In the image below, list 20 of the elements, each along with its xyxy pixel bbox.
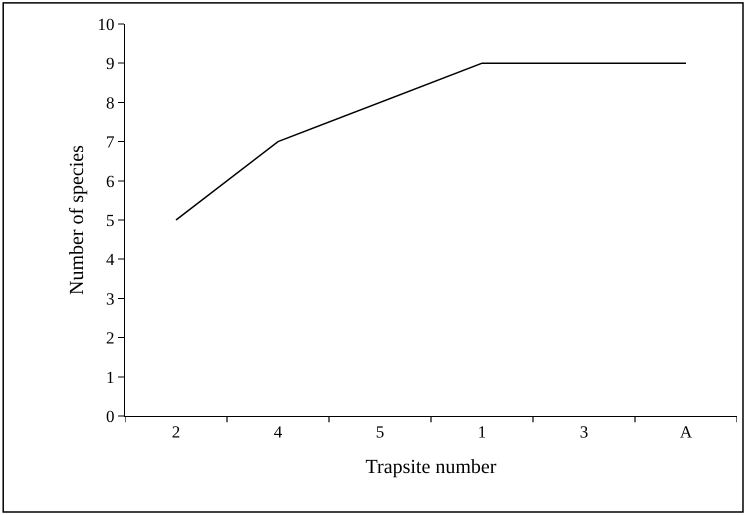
x-tick-label: 1 — [478, 422, 486, 442]
x-tick-label: 3 — [580, 422, 588, 442]
y-tick-label: 8 — [106, 93, 114, 112]
line-series — [175, 62, 687, 221]
y-tick-label: 10 — [98, 14, 114, 34]
x-tick-label: 2 — [172, 422, 180, 442]
y-tick-label: 6 — [106, 172, 114, 191]
y-tick-label: 9 — [106, 54, 114, 74]
y-axis-title: Number of species — [66, 144, 88, 295]
x-tick-label: 4 — [274, 422, 283, 442]
x-tick-label: A — [680, 422, 693, 442]
y-tick-label: 2 — [106, 328, 114, 348]
y-tick-label: 0 — [106, 406, 114, 426]
x-tick-label: 5 — [376, 422, 384, 442]
y-tick-label: 5 — [106, 210, 114, 230]
y-tick-label: 7 — [106, 132, 115, 152]
x-axis-title: Trapsite number — [366, 456, 497, 478]
y-tick-label: 3 — [106, 289, 114, 308]
y-tick-label: 1 — [106, 368, 114, 387]
y-tick-label: 4 — [106, 250, 115, 270]
